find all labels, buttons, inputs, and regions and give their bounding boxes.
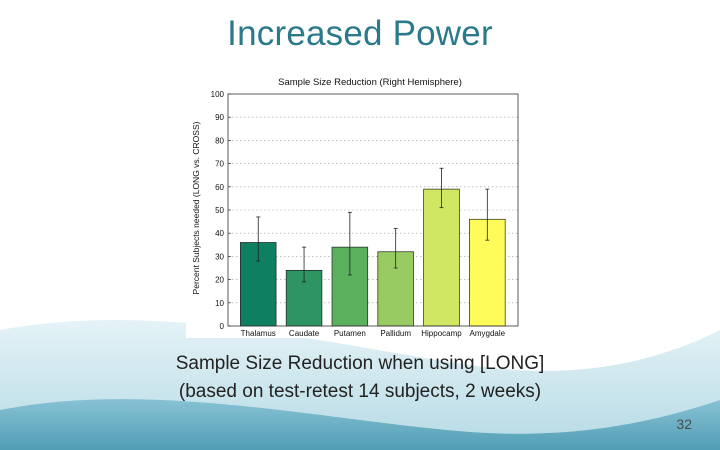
x-tick-label: Pallidum — [380, 329, 411, 338]
x-tick-label: Thalamus — [241, 329, 276, 338]
y-tick-label: 90 — [215, 113, 224, 122]
y-axis-label: Percent Subjects needed (LONG vs. CROSS) — [191, 121, 201, 294]
chart-title: Sample Size Reduction (Right Hemisphere) — [278, 77, 462, 88]
y-tick-label: 70 — [215, 160, 224, 169]
error-bars — [256, 167, 490, 283]
bar-chart: Sample Size Reduction (Right Hemisphere)… — [186, 68, 524, 338]
bars — [240, 188, 506, 327]
background-wave-dark — [0, 399, 720, 450]
y-tick-label: 10 — [215, 299, 224, 308]
y-tick-label: 20 — [215, 276, 224, 285]
x-tick-label: Caudate — [289, 329, 320, 338]
axis-ticks: 0 10 20 30 40 50 60 70 80 90 100 Thalamus Caudate Put… — [211, 90, 506, 338]
caption-line-1: Sample Size Reduction when using [LONG] — [175, 353, 545, 374]
x-tick-label: Amygdale — [470, 329, 506, 338]
chart-svg: Sample Size Reduction (Right Hemisphere)… — [191, 77, 519, 338]
caption-line-2: (based on test-retest 14 subjects, 2 wee… — [178, 381, 542, 402]
x-tick-label: Putamen — [334, 329, 366, 338]
slide-title: Increased Power — [227, 14, 493, 53]
x-tick-label: Hippocamp — [421, 329, 462, 338]
plot-frame — [227, 93, 519, 327]
y-tick-label: 0 — [220, 322, 225, 331]
y-tick-label: 50 — [215, 206, 224, 215]
y-tick-label: 40 — [215, 229, 224, 238]
y-tick-label: 80 — [215, 136, 224, 145]
y-tick-label: 30 — [215, 252, 224, 261]
page-number: 32 — [676, 416, 692, 432]
y-tick-label: 100 — [211, 90, 225, 99]
y-tick-label: 60 — [215, 183, 224, 192]
bar-hippocamp — [423, 188, 460, 327]
